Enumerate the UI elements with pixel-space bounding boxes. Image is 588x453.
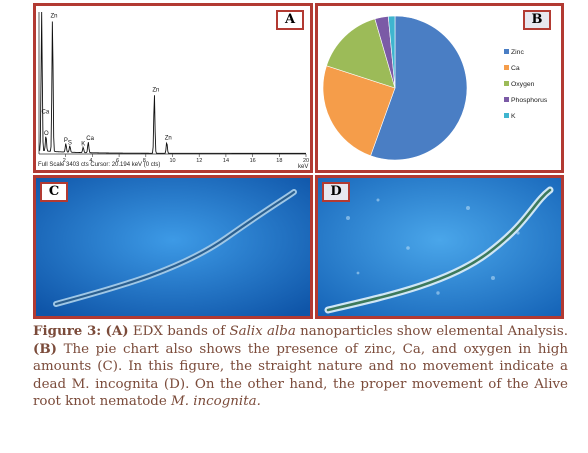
panel-c-tag: C bbox=[40, 182, 68, 202]
caption-part1: EDX bands of bbox=[128, 324, 230, 339]
edx-peak-label: S bbox=[68, 140, 72, 146]
edx-x-ticks: 2 4 6 8 10 12 14 16 18 20 bbox=[63, 154, 309, 164]
caption-b-tag: (B) bbox=[33, 340, 57, 357]
edx-peak-label: P bbox=[64, 138, 68, 144]
element-pie-chart: Zinc Ca Oxygen Phosphorus K bbox=[322, 15, 548, 161]
edx-tick-label: 20 bbox=[303, 158, 309, 164]
legend-swatch bbox=[504, 113, 509, 118]
edx-tick-label: 8 bbox=[143, 158, 146, 164]
pie-slice-ca bbox=[322, 65, 396, 157]
legend-label: Ca bbox=[511, 65, 520, 72]
panel-a-edx-spectrum: Zn Ca O P S K Ca Zn Zn 2 4 6 8 10 12 14 16 18 20 Full Sca… bbox=[33, 3, 313, 173]
edx-tick-label: 6 bbox=[116, 158, 119, 164]
caption-a-tag: (A) bbox=[105, 323, 129, 339]
edx-unit: keV bbox=[298, 164, 308, 170]
edx-tick-label: 10 bbox=[170, 158, 176, 164]
edx-peak-label: Ca bbox=[42, 109, 50, 115]
caption-species: Salix alba bbox=[229, 324, 296, 339]
edx-tick-label: 2 bbox=[63, 158, 66, 164]
legend-swatch bbox=[504, 81, 509, 86]
panel-c-micrograph: C bbox=[33, 175, 313, 319]
panel-b-pie-chart: Zinc Ca Oxygen Phosphorus K B bbox=[315, 3, 564, 173]
edx-tick-label: 4 bbox=[89, 158, 92, 164]
dead-nematode-image bbox=[36, 178, 310, 316]
edx-series-line bbox=[38, 11, 306, 154]
legend-swatch bbox=[504, 65, 509, 70]
edx-tick-label: 12 bbox=[196, 158, 202, 164]
caption-part2: nanoparticles show elemental Analysis. bbox=[295, 324, 568, 339]
caption-part3: The pie chart also shows the presence of… bbox=[33, 341, 568, 410]
pie-slice-k bbox=[387, 15, 396, 89]
edx-tick-label: 14 bbox=[223, 158, 229, 164]
edx-peak-label: Zn bbox=[50, 13, 57, 19]
pie-slice-zinc bbox=[370, 15, 468, 161]
pie-legend: Zinc Ca Oxygen Phosphorus K bbox=[504, 49, 548, 120]
panel-b-tag: B bbox=[523, 10, 551, 30]
edx-peak-label: Zn bbox=[165, 136, 172, 142]
edx-peak-label: O bbox=[44, 131, 49, 137]
legend-label: K bbox=[511, 113, 516, 120]
panel-d-tag: D bbox=[322, 182, 350, 202]
pie-slice-oxygen bbox=[326, 18, 396, 89]
legend-swatch bbox=[504, 49, 509, 54]
figure-label: Figure 3: bbox=[33, 323, 102, 339]
alive-nematode-image bbox=[318, 178, 561, 316]
figure-caption: Figure 3: (A) EDX bands of Salix alba na… bbox=[33, 323, 568, 411]
edx-peak-label: K bbox=[81, 142, 85, 148]
panel-a-tag: A bbox=[276, 10, 304, 30]
edx-peak-label: Ca bbox=[86, 136, 94, 142]
edx-tick-label: 16 bbox=[250, 158, 256, 164]
legend-label: Zinc bbox=[511, 49, 524, 56]
legend-swatch bbox=[504, 97, 509, 102]
edx-footer: Full Scale 3403 cts Cursor: 20.194 keV (… bbox=[38, 162, 160, 168]
pie-slices bbox=[322, 15, 468, 161]
edx-tick-label: 18 bbox=[276, 158, 282, 164]
legend-label: Phosphorus bbox=[511, 97, 548, 104]
panel-d-micrograph: D bbox=[315, 175, 564, 319]
legend-label: Oxygen bbox=[511, 81, 535, 88]
edx-peak-label: Zn bbox=[152, 87, 159, 93]
edx-axes bbox=[38, 11, 306, 155]
caption-species2: M. incognita. bbox=[171, 394, 261, 409]
